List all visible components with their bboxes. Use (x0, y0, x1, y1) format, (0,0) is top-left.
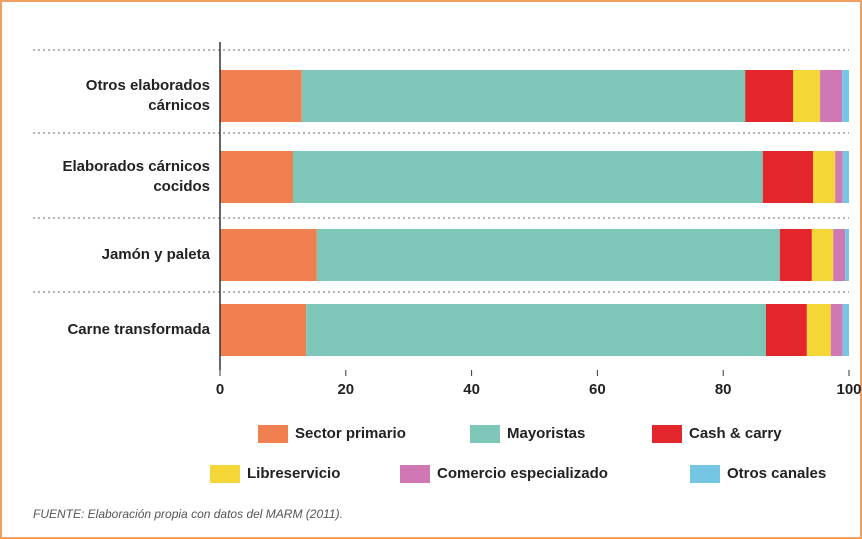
bar-segment (745, 70, 794, 122)
bar-segment (842, 304, 849, 356)
bar-segment (842, 70, 849, 122)
legend-swatch (210, 465, 240, 483)
legend-label: Comercio especializado (437, 465, 608, 482)
x-tick-label: 80 (715, 381, 732, 398)
legend-label: Otros canales (727, 465, 826, 482)
bar-segment (220, 229, 317, 281)
legend-label: Sector primario (295, 425, 406, 442)
legend-swatch (652, 425, 682, 443)
bar-segment (813, 151, 836, 203)
category-label: Elaborados cárnicos cocidos (62, 158, 210, 195)
bar-segment (779, 229, 812, 281)
category-label: Jamón y paleta (101, 246, 210, 263)
bar-segment (833, 229, 846, 281)
legend-label: Mayoristas (507, 425, 585, 442)
bar-segment (845, 229, 849, 281)
x-tick-label: 0 (216, 381, 224, 398)
bar-segment (793, 70, 821, 122)
legend-swatch (690, 465, 720, 483)
x-tick-label: 20 (337, 381, 354, 398)
bar-segment (806, 304, 831, 356)
bar-segment (316, 229, 780, 281)
category-label: Otros elaborados cárnicos (85, 77, 210, 114)
category-label: Carne transformada (67, 321, 210, 338)
x-tick-label: 60 (589, 381, 606, 398)
bar-segment (842, 151, 849, 203)
bar-segment (220, 151, 293, 203)
legend-swatch (470, 425, 500, 443)
bar-segment (306, 304, 766, 356)
x-tick-label: 40 (463, 381, 480, 398)
bar-segment (220, 304, 307, 356)
bar-segment (762, 151, 814, 203)
legend-label: Cash & carry (689, 425, 782, 442)
bar-segment (220, 70, 302, 122)
legend-swatch (400, 465, 430, 483)
source: FUENTE: Elaboración propia con datos del… (33, 507, 343, 521)
x-tick-label: 100 (836, 381, 861, 398)
bar-segment (765, 304, 807, 356)
bar-segment (820, 70, 843, 122)
bar-segment (830, 304, 843, 356)
legend-swatch (258, 425, 288, 443)
bar-segment (301, 70, 746, 122)
legend-label: Libreservicio (247, 465, 340, 482)
bar-segment (811, 229, 834, 281)
bar-segment (835, 151, 843, 203)
bar-segment (292, 151, 763, 203)
separators (33, 49, 849, 293)
